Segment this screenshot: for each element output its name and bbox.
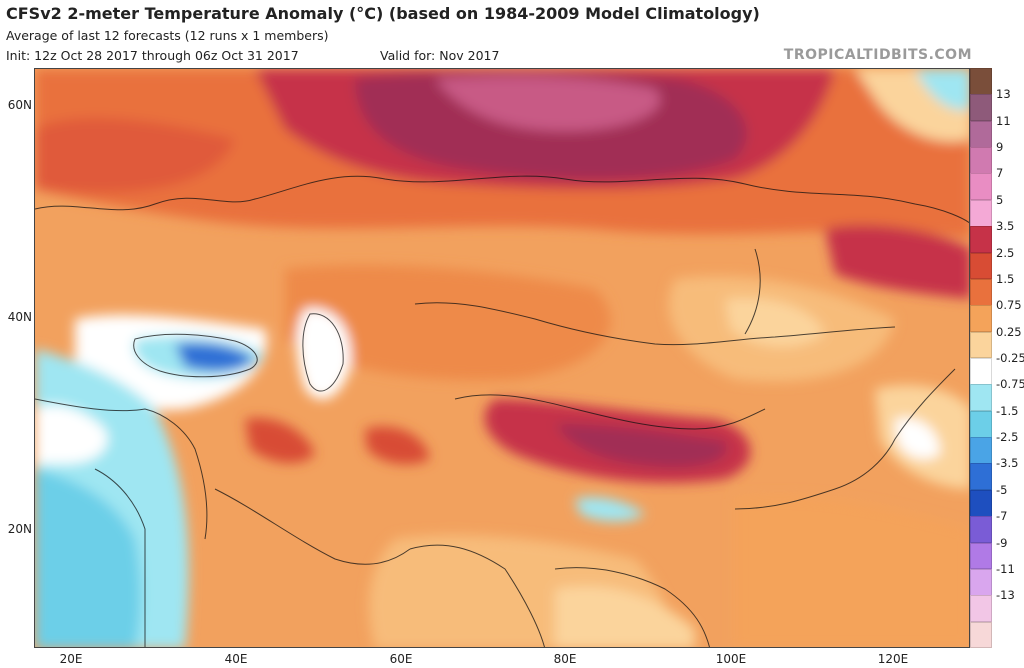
siberia-extreme-core [435, 76, 661, 132]
colorbar-label: -0.75 [996, 377, 1024, 392]
valid-time: Valid for: Nov 2017 [380, 48, 500, 63]
colorbar-label: 1.5 [996, 271, 1015, 286]
lat-label-40n: 40N [7, 310, 32, 324]
egypt-cooler-zone [35, 469, 141, 647]
colorbar-cell [970, 331, 992, 359]
southeast-asia-warm [735, 496, 969, 647]
colorbar-cell [970, 516, 992, 544]
colorbar-label: 13 [996, 87, 1011, 102]
colorbar-label: 2.5 [996, 245, 1015, 260]
colorbar-label: 11 [996, 113, 1011, 128]
colorbar-cell [970, 410, 992, 438]
colorbar-label: -5 [996, 482, 1008, 497]
bay-pale-zone [555, 586, 695, 647]
black-sea-cold-core [175, 342, 255, 372]
lon-label-20e: 20E [59, 652, 83, 666]
europe-warm-patch [35, 118, 235, 193]
map-subtitle: Average of last 12 forecasts (12 runs x … [6, 28, 329, 43]
colorbar-label: -0.25 [996, 351, 1024, 365]
colorbar-cell [970, 437, 992, 464]
colorbar-label: 9 [996, 140, 1004, 155]
lon-label-80e: 80E [553, 652, 577, 666]
colorbar-label: -9 [996, 535, 1008, 550]
colorbar-label: -1.5 [996, 403, 1019, 418]
central-asia-warm [285, 265, 611, 380]
colorbar-cell [970, 147, 992, 174]
anomaly-map [34, 68, 970, 648]
lat-label-20n: 20N [7, 522, 32, 536]
site-credit: TROPICALTIDBITS.COM [783, 47, 972, 63]
colorbar-cell [970, 358, 992, 385]
far-east-hot-patch [825, 225, 969, 299]
colorbar-cell [970, 621, 992, 649]
colorbar-label: 0.25 [996, 324, 1022, 339]
colorbar-cell [970, 489, 992, 517]
himalaya-cool-spot [575, 497, 645, 522]
colorbar-label: -2.5 [996, 430, 1019, 445]
colorbar-label: -7 [996, 509, 1008, 524]
anomaly-field [35, 69, 969, 647]
coastlines [35, 175, 969, 647]
colorbar-label: 7 [996, 166, 1004, 181]
lon-label-40e: 40E [224, 652, 248, 666]
tibet-very-hot-core [555, 424, 727, 468]
colorbar-cell [970, 595, 992, 623]
colorbar-label: 0.75 [996, 298, 1022, 313]
colorbar-cell [970, 226, 992, 254]
init-time: Init: 12z Oct 28 2017 through 06z Oct 31… [6, 48, 299, 63]
colorbar [970, 68, 992, 649]
colorbar-label: 3.5 [996, 219, 1015, 234]
colorbar-cell [970, 252, 992, 280]
northeast-cool-spot [915, 69, 969, 110]
colorbar-cell [970, 305, 992, 333]
iran-hot-spot [245, 418, 315, 464]
colorbar-label: -11 [996, 561, 1015, 576]
lat-label-60n: 60N [7, 98, 32, 112]
lon-label-120e: 120E [877, 652, 909, 666]
colorbar-cell [970, 173, 992, 201]
map-title: CFSv2 2-meter Temperature Anomaly (°C) (… [6, 4, 760, 23]
colorbar-cell [970, 568, 992, 596]
colorbar-cell [970, 463, 992, 491]
colorbar-cell [970, 199, 992, 227]
afghanistan-hot-spot [365, 426, 430, 465]
colorbar-cell [970, 68, 992, 95]
colorbar-cell [970, 120, 992, 148]
lon-label-60e: 60E [389, 652, 413, 666]
colorbar-cell [970, 278, 992, 306]
colorbar-cell [970, 542, 992, 570]
colorbar-label: -3.5 [996, 456, 1019, 471]
lon-label-100e: 100E [715, 652, 747, 666]
colorbar-label: 5 [996, 192, 1004, 207]
colorbar-cell [970, 94, 992, 122]
colorbar-label: -13 [996, 588, 1015, 603]
yellow-sea-neutral [895, 418, 940, 460]
colorbar-cell [970, 384, 992, 412]
mediterranean-neutral-zone [35, 405, 108, 464]
